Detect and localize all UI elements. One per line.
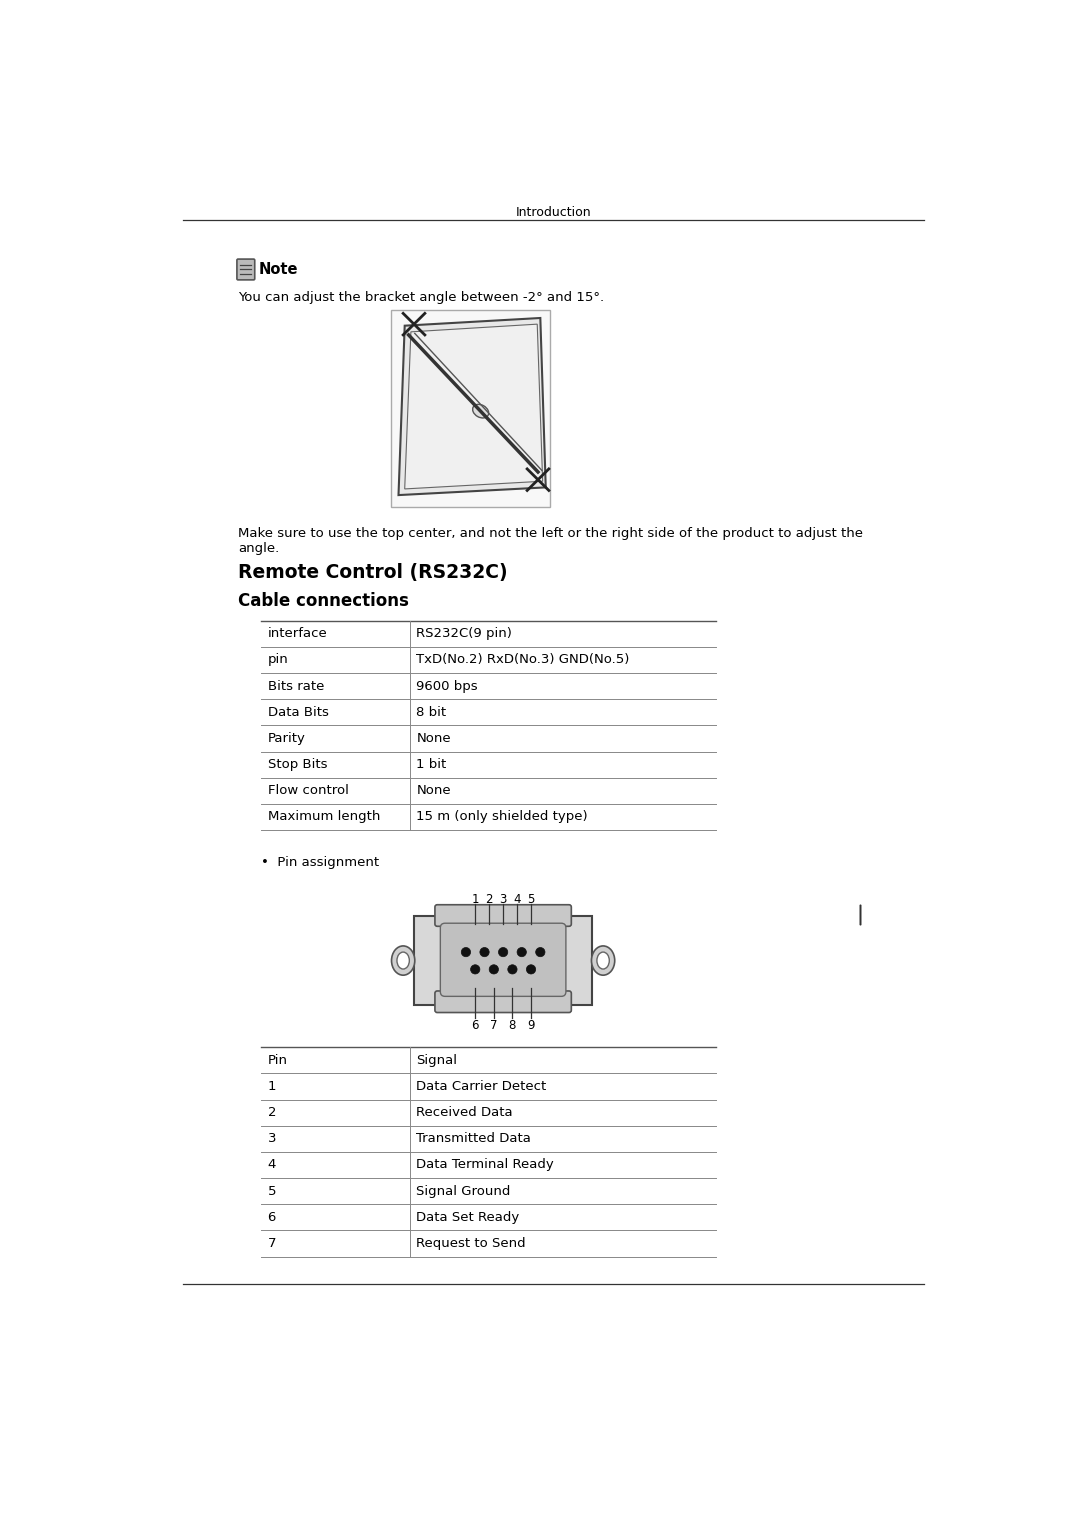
Text: RS232C(9 pin): RS232C(9 pin) xyxy=(416,628,512,640)
Text: 7: 7 xyxy=(490,1019,498,1032)
FancyBboxPatch shape xyxy=(414,916,592,1005)
Ellipse shape xyxy=(526,965,536,974)
Text: 5: 5 xyxy=(268,1185,276,1197)
Text: Data Terminal Ready: Data Terminal Ready xyxy=(416,1159,554,1171)
Text: 3: 3 xyxy=(499,893,507,906)
Text: Parity: Parity xyxy=(268,731,306,745)
Text: Make sure to use the top center, and not the left or the right side of the produ: Make sure to use the top center, and not… xyxy=(238,527,863,541)
Text: 1: 1 xyxy=(268,1080,276,1093)
Text: 5: 5 xyxy=(527,893,535,906)
Text: Stop Bits: Stop Bits xyxy=(268,757,327,771)
Text: Signal Ground: Signal Ground xyxy=(416,1185,511,1197)
Ellipse shape xyxy=(392,945,415,976)
Polygon shape xyxy=(399,318,545,495)
Text: pin: pin xyxy=(268,654,288,666)
Ellipse shape xyxy=(592,945,615,976)
Text: Note: Note xyxy=(258,263,298,276)
Text: Introduction: Introduction xyxy=(515,206,592,218)
Text: None: None xyxy=(416,731,451,745)
Ellipse shape xyxy=(473,405,488,418)
Text: Bits rate: Bits rate xyxy=(268,680,324,693)
Text: 2: 2 xyxy=(485,893,492,906)
Text: Maximum length: Maximum length xyxy=(268,811,380,823)
Text: 2: 2 xyxy=(268,1106,276,1119)
FancyBboxPatch shape xyxy=(435,904,571,927)
Bar xyxy=(391,310,550,507)
Text: Flow control: Flow control xyxy=(268,785,349,797)
FancyBboxPatch shape xyxy=(237,260,255,279)
Text: Data Carrier Detect: Data Carrier Detect xyxy=(416,1080,546,1093)
Polygon shape xyxy=(405,324,542,489)
Text: 9: 9 xyxy=(527,1019,535,1032)
Text: TxD(No.2) RxD(No.3) GND(No.5): TxD(No.2) RxD(No.3) GND(No.5) xyxy=(416,654,630,666)
Ellipse shape xyxy=(508,965,517,974)
Text: Request to Send: Request to Send xyxy=(416,1237,526,1251)
Text: 8 bit: 8 bit xyxy=(416,705,446,719)
Text: 8: 8 xyxy=(509,1019,516,1032)
Text: 3: 3 xyxy=(268,1133,276,1145)
Ellipse shape xyxy=(471,965,480,974)
Ellipse shape xyxy=(461,947,471,957)
Text: interface: interface xyxy=(268,628,327,640)
Text: Remote Control (RS232C): Remote Control (RS232C) xyxy=(238,563,508,582)
Text: Cable connections: Cable connections xyxy=(238,591,409,609)
Text: Data Bits: Data Bits xyxy=(268,705,328,719)
Text: 15 m (only shielded type): 15 m (only shielded type) xyxy=(416,811,588,823)
Ellipse shape xyxy=(499,947,508,957)
Text: 6: 6 xyxy=(268,1211,275,1223)
Text: 1: 1 xyxy=(472,893,478,906)
Text: Transmitted Data: Transmitted Data xyxy=(416,1133,531,1145)
Ellipse shape xyxy=(536,947,545,957)
Text: 9600 bps: 9600 bps xyxy=(416,680,478,693)
FancyBboxPatch shape xyxy=(441,924,566,996)
Text: Signal: Signal xyxy=(416,1054,457,1067)
Ellipse shape xyxy=(517,947,526,957)
Text: Pin: Pin xyxy=(268,1054,287,1067)
Ellipse shape xyxy=(489,965,499,974)
Text: 4: 4 xyxy=(268,1159,275,1171)
Text: 1 bit: 1 bit xyxy=(416,757,446,771)
Text: 7: 7 xyxy=(268,1237,276,1251)
Ellipse shape xyxy=(480,947,489,957)
Ellipse shape xyxy=(597,953,609,970)
Text: Received Data: Received Data xyxy=(416,1106,513,1119)
Text: 6: 6 xyxy=(472,1019,478,1032)
Text: You can adjust the bracket angle between -2° and 15°.: You can adjust the bracket angle between… xyxy=(238,290,604,304)
Text: angle.: angle. xyxy=(238,542,280,556)
FancyBboxPatch shape xyxy=(435,991,571,1012)
Text: •  Pin assignment: • Pin assignment xyxy=(261,855,379,869)
Text: Data Set Ready: Data Set Ready xyxy=(416,1211,519,1223)
Text: None: None xyxy=(416,785,451,797)
Text: 4: 4 xyxy=(513,893,521,906)
Ellipse shape xyxy=(397,953,409,970)
